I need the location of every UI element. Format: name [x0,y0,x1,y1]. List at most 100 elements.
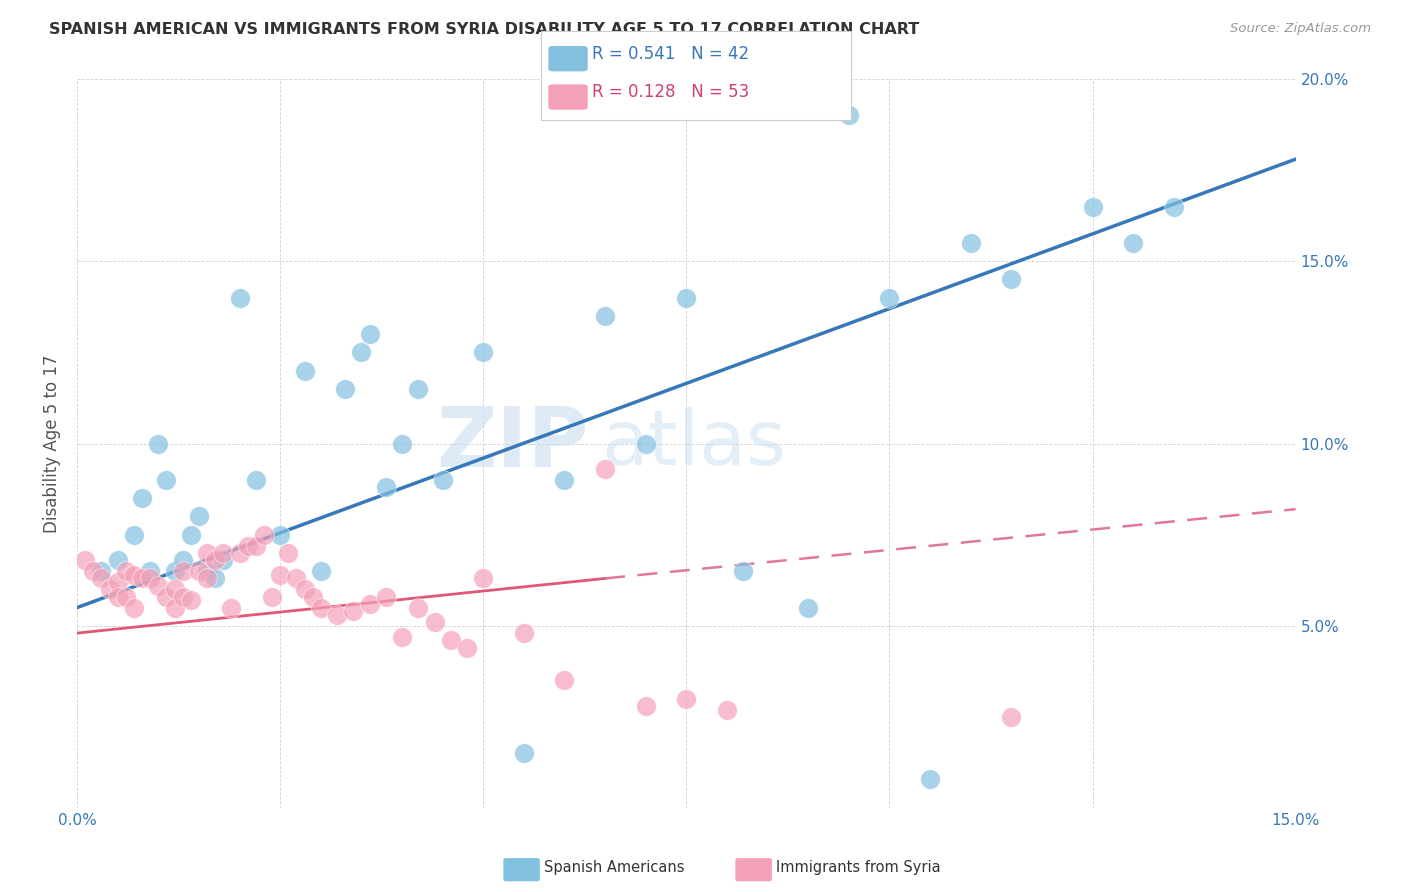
Point [391,436,413,450]
Point [204,571,226,585]
Point [245,473,267,487]
Point [148,579,170,593]
Point [406,382,429,396]
Point [228,291,250,305]
Point [195,564,218,578]
Point [180,527,202,541]
Point [432,473,454,487]
Point [187,564,209,578]
Point [309,600,332,615]
Point [440,633,463,648]
Point [114,564,136,578]
Point [204,553,226,567]
Point [879,291,901,305]
Point [675,291,697,305]
Point [1000,710,1022,724]
Point [107,590,129,604]
Point [456,640,478,655]
Point [212,553,235,567]
Point [797,600,820,615]
Text: atlas: atlas [600,407,786,481]
Point [513,747,536,761]
Point [172,590,194,604]
Point [472,571,495,585]
Point [195,571,218,585]
Point [98,582,121,597]
Point [163,582,186,597]
Point [122,567,145,582]
Point [269,527,291,541]
Point [122,527,145,541]
Point [285,571,308,585]
Point [90,564,112,578]
Point [253,527,276,541]
Point [294,582,316,597]
Point [82,564,104,578]
Text: Spanish Americans: Spanish Americans [544,860,685,874]
Point [593,462,616,476]
Point [675,691,697,706]
Point [553,473,575,487]
Point [553,673,575,688]
Point [1163,200,1185,214]
Point [228,546,250,560]
Point [513,626,536,640]
Point [333,382,356,396]
Text: R = 0.541   N = 42: R = 0.541 N = 42 [592,45,749,62]
Point [1000,272,1022,286]
Point [90,571,112,585]
Point [172,553,194,567]
Point [107,575,129,590]
Point [107,553,129,567]
Point [391,630,413,644]
Point [122,600,145,615]
Point [838,108,860,122]
Point [374,590,396,604]
Point [195,546,218,560]
Point [342,604,364,618]
Point [245,539,267,553]
Text: SPANISH AMERICAN VS IMMIGRANTS FROM SYRIA DISABILITY AGE 5 TO 17 CORRELATION CHA: SPANISH AMERICAN VS IMMIGRANTS FROM SYRI… [49,22,920,37]
Point [959,235,981,250]
Point [260,590,283,604]
Point [131,491,153,506]
Point [163,600,186,615]
Point [155,473,177,487]
Point [716,703,738,717]
Point [277,546,299,560]
Point [221,600,243,615]
Point [359,327,381,342]
Point [212,546,235,560]
Point [472,345,495,359]
Point [187,509,209,524]
Point [236,539,259,553]
Point [114,590,136,604]
Point [634,698,657,713]
Text: ZIP: ZIP [436,403,589,484]
Point [350,345,373,359]
Point [294,363,316,377]
Text: Source: ZipAtlas.com: Source: ZipAtlas.com [1230,22,1371,36]
Point [309,564,332,578]
Point [1081,200,1104,214]
Point [172,564,194,578]
Point [75,553,97,567]
Point [423,615,446,629]
Point [139,564,162,578]
Point [139,571,162,585]
Point [163,564,186,578]
Point [301,590,323,604]
Y-axis label: Disability Age 5 to 17: Disability Age 5 to 17 [44,354,60,533]
Point [733,564,755,578]
Point [634,436,657,450]
Point [326,607,349,622]
Point [1122,235,1144,250]
Point [155,590,177,604]
Point [180,593,202,607]
Point [918,772,941,786]
Point [148,436,170,450]
Point [269,567,291,582]
Point [359,597,381,611]
Point [374,480,396,494]
Point [406,600,429,615]
